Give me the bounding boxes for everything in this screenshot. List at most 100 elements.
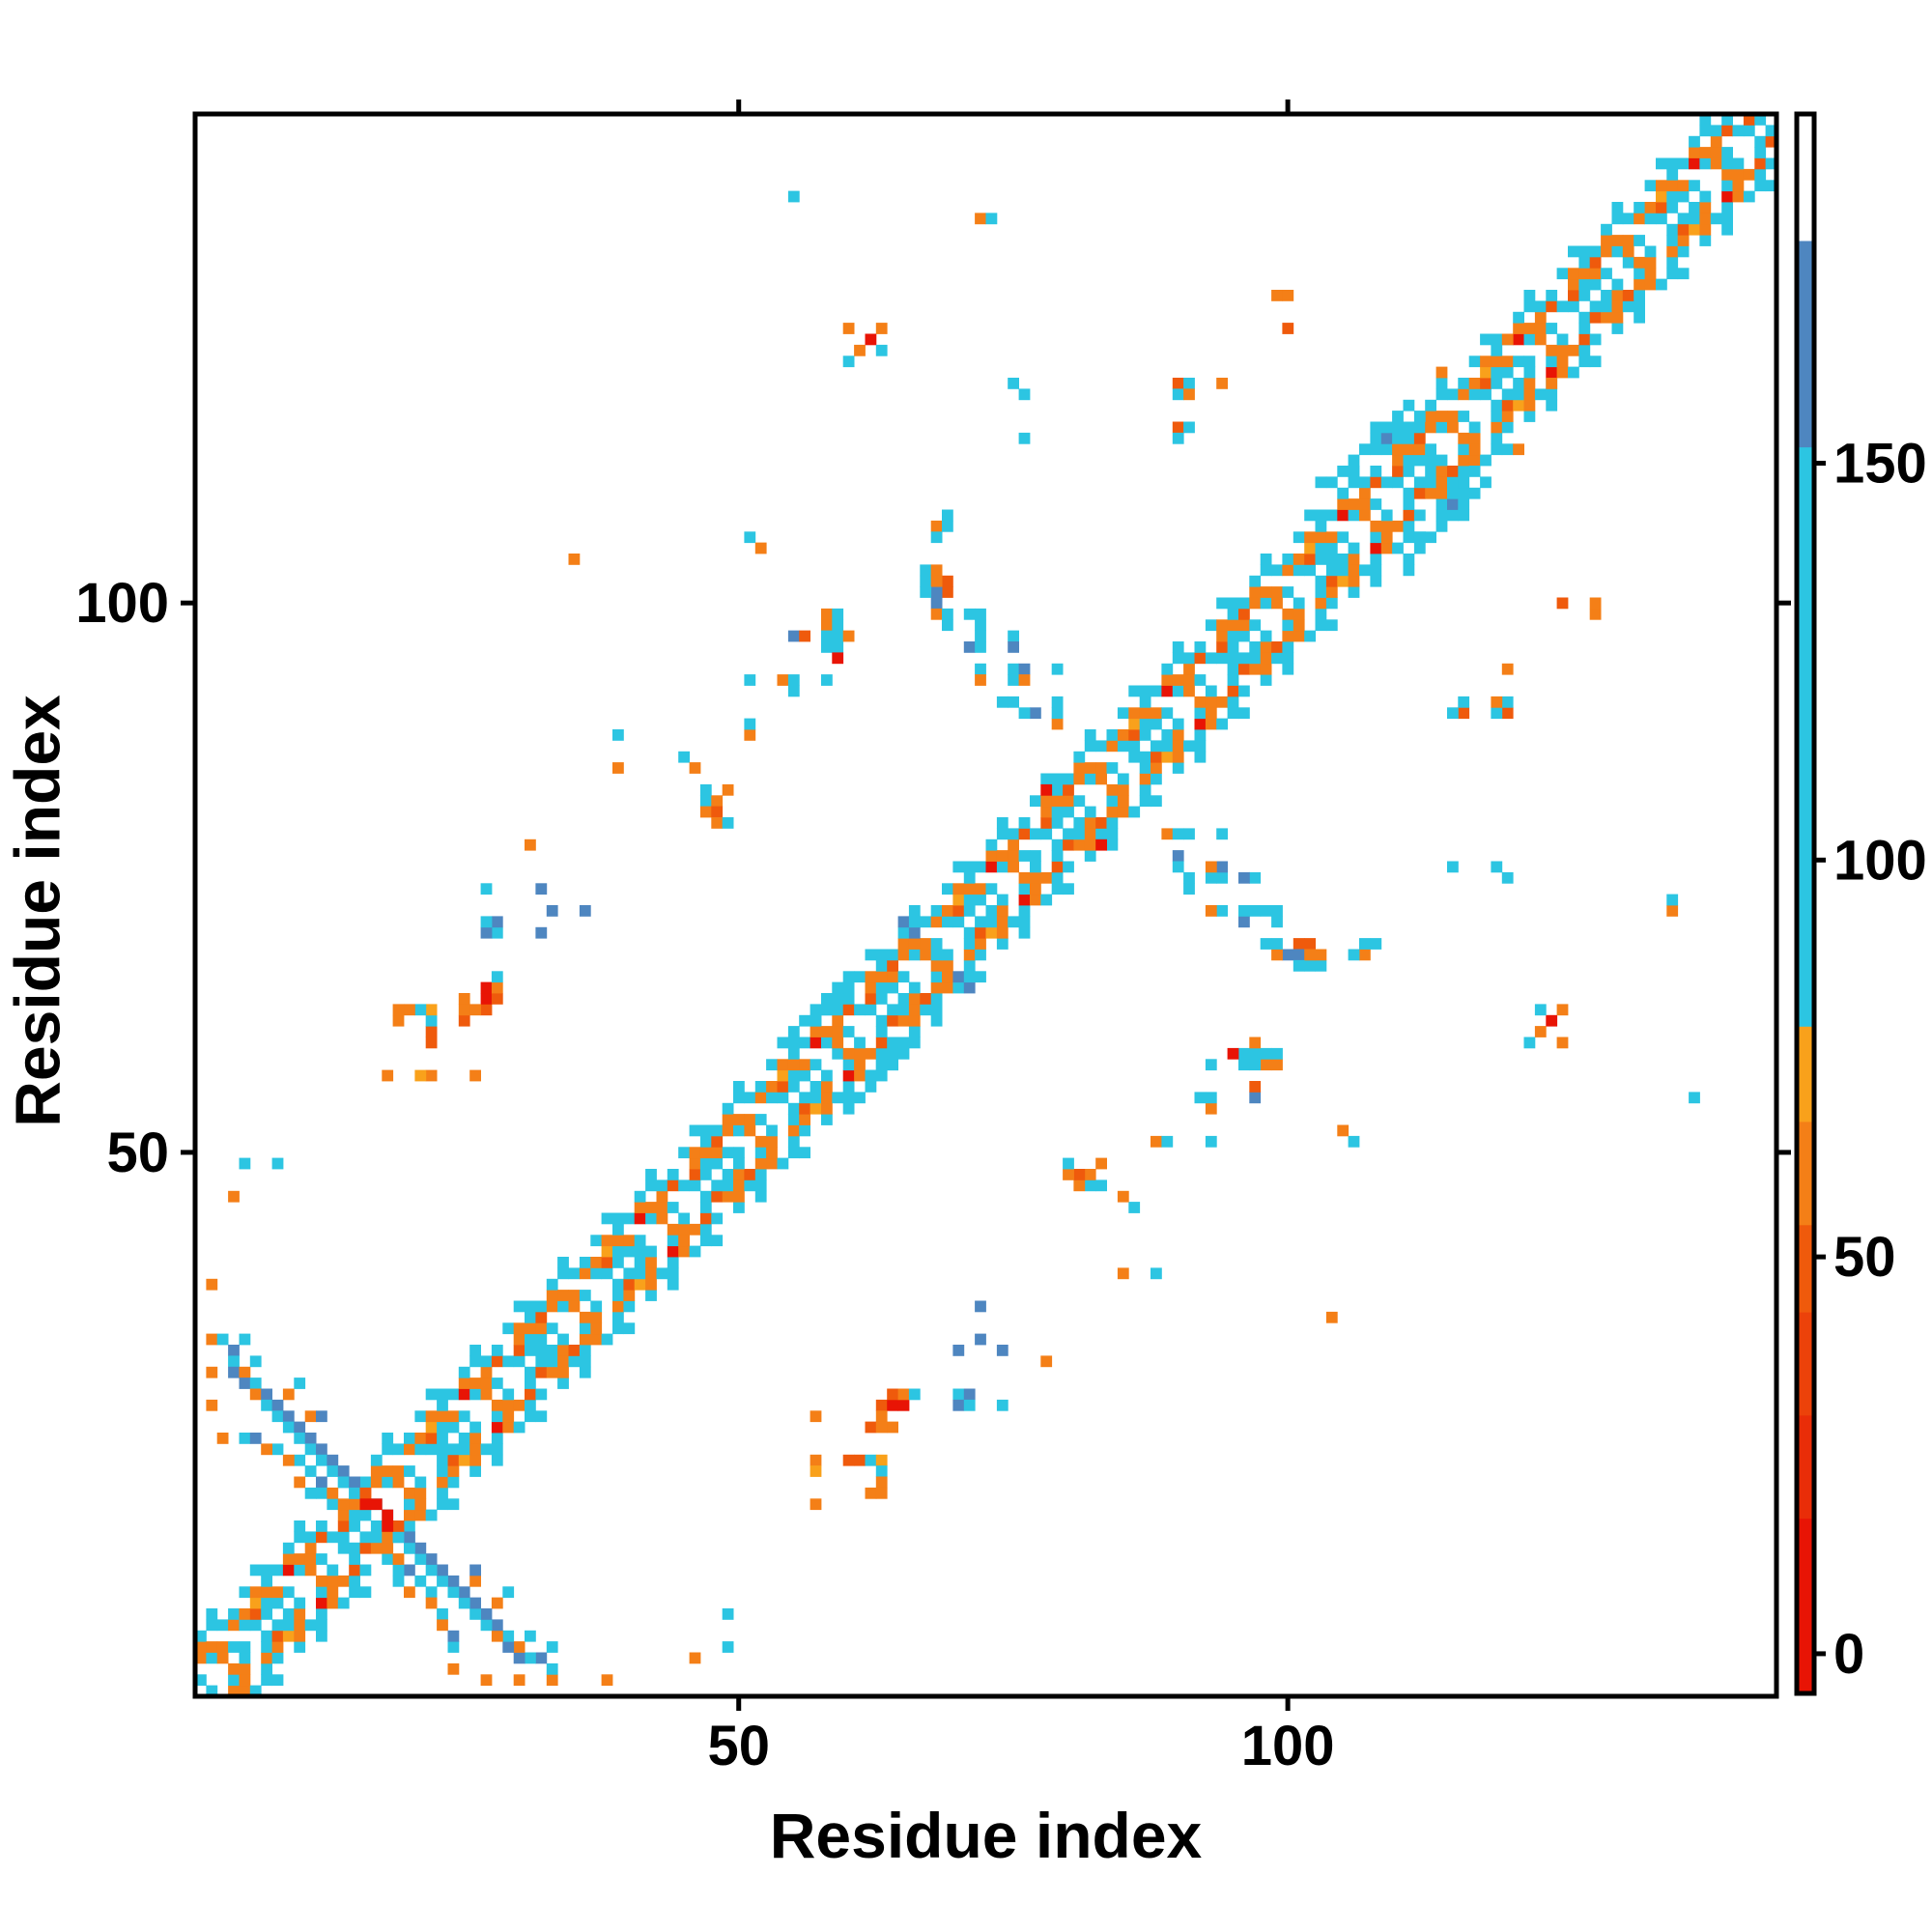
heatmap-cell bbox=[1721, 157, 1733, 170]
heatmap-cell bbox=[1699, 157, 1712, 170]
heatmap-cell bbox=[271, 1586, 284, 1599]
heatmap-cell bbox=[1139, 773, 1151, 785]
heatmap-cell bbox=[887, 949, 898, 961]
heatmap-cell bbox=[1227, 696, 1239, 708]
heatmap-cell bbox=[1403, 466, 1415, 477]
heatmap-cell bbox=[437, 1465, 448, 1477]
heatmap-cell bbox=[1425, 421, 1436, 434]
heatmap-cell bbox=[1040, 817, 1053, 829]
heatmap-cell bbox=[832, 1014, 844, 1027]
heatmap-cell bbox=[1732, 125, 1745, 137]
heatmap-cell bbox=[1370, 520, 1382, 532]
heatmap-cell bbox=[985, 916, 998, 928]
heatmap-cell bbox=[271, 1674, 284, 1687]
heatmap-cell bbox=[1447, 421, 1459, 434]
heatmap-cell bbox=[1634, 311, 1645, 324]
heatmap-cell bbox=[425, 1069, 438, 1082]
heatmap-cell bbox=[930, 949, 943, 961]
heatmap-cell bbox=[1128, 1202, 1141, 1213]
heatmap-cell bbox=[1513, 378, 1524, 389]
heatmap-cell bbox=[349, 1509, 360, 1521]
heatmap-cell bbox=[1380, 531, 1393, 544]
heatmap-cell bbox=[842, 1059, 855, 1071]
heatmap-cell bbox=[382, 1553, 394, 1565]
heatmap-cell bbox=[590, 1311, 603, 1323]
heatmap-cell bbox=[1249, 652, 1262, 665]
heatmap-cell bbox=[447, 1454, 460, 1466]
heatmap-cell bbox=[722, 1169, 734, 1180]
heatmap-cell bbox=[458, 1388, 470, 1401]
heatmap-cell bbox=[392, 1014, 405, 1027]
heatmap-cell bbox=[799, 630, 810, 642]
heatmap-cell bbox=[491, 1421, 503, 1434]
heatmap-cell bbox=[733, 1147, 745, 1159]
heatmap-cell bbox=[1227, 597, 1239, 610]
heatmap-cell bbox=[1030, 861, 1041, 873]
heatmap-cell bbox=[722, 1114, 734, 1125]
heatmap-cell bbox=[887, 1014, 898, 1027]
heatmap-cell bbox=[1491, 344, 1503, 356]
heatmap-cell bbox=[1128, 718, 1141, 730]
heatmap-cell bbox=[1534, 300, 1547, 313]
heatmap-cell bbox=[1238, 608, 1250, 620]
heatmap-cell bbox=[1546, 344, 1558, 356]
heatmap-cell bbox=[1513, 443, 1524, 456]
heatmap-cell bbox=[425, 1004, 438, 1016]
heatmap-cell bbox=[667, 1278, 679, 1291]
heatmap-cell bbox=[1732, 157, 1745, 170]
heatmap-cell bbox=[271, 1652, 284, 1664]
heatmap-cell bbox=[271, 1597, 284, 1609]
heatmap-cell bbox=[228, 1190, 240, 1203]
heatmap-cell bbox=[271, 1399, 284, 1411]
heatmap-cell bbox=[1172, 652, 1184, 665]
heatmap-cell bbox=[842, 323, 855, 334]
heatmap-cell bbox=[1084, 806, 1096, 818]
heatmap-cell bbox=[1348, 564, 1360, 577]
heatmap-cell bbox=[1063, 828, 1074, 840]
heatmap-cell bbox=[1699, 125, 1712, 137]
heatmap-cell bbox=[1008, 828, 1019, 840]
heatmap-cell bbox=[1689, 213, 1700, 225]
heatmap-cell bbox=[206, 1652, 218, 1664]
heatmap-cell bbox=[1666, 235, 1679, 246]
heatmap-cell bbox=[1491, 333, 1503, 346]
heatmap-cell bbox=[282, 1619, 295, 1632]
heatmap-cell bbox=[1458, 707, 1470, 720]
heatmap-cell bbox=[952, 894, 965, 906]
heatmap-cell bbox=[897, 1399, 910, 1411]
heatmap-cell bbox=[754, 1157, 767, 1170]
heatmap-cell bbox=[875, 1069, 888, 1082]
heatmap-cell bbox=[1666, 157, 1679, 170]
heatmap-cell bbox=[261, 1662, 272, 1675]
heatmap-cell bbox=[1458, 411, 1470, 422]
heatmap-cell bbox=[1534, 333, 1547, 346]
heatmap-cell bbox=[404, 1509, 415, 1521]
heatmap-cell bbox=[908, 1004, 921, 1016]
heatmap-cell bbox=[842, 1004, 855, 1016]
heatmap-cell bbox=[985, 905, 998, 917]
heatmap-cell bbox=[985, 926, 998, 939]
heatmap-cell bbox=[491, 981, 503, 994]
heatmap-cell bbox=[557, 1355, 569, 1368]
heatmap-cell bbox=[327, 1564, 339, 1577]
heatmap-cell bbox=[546, 1345, 558, 1356]
heatmap-cell bbox=[1282, 630, 1294, 642]
heatmap-cell bbox=[1260, 630, 1272, 642]
heatmap-cell bbox=[842, 971, 855, 983]
heatmap-cell bbox=[1128, 740, 1141, 753]
heatmap-cell bbox=[1578, 355, 1591, 368]
heatmap-cell bbox=[1249, 663, 1262, 675]
heatmap-cell bbox=[1468, 355, 1481, 368]
heatmap-cell bbox=[1238, 619, 1250, 632]
heatmap-cell bbox=[1260, 564, 1272, 577]
heatmap-cell bbox=[1117, 707, 1129, 720]
heatmap-cell bbox=[601, 1674, 613, 1687]
heatmap-cell bbox=[382, 1465, 394, 1477]
heatmap-cell bbox=[1216, 861, 1228, 873]
heatmap-cell bbox=[294, 1608, 306, 1620]
heatmap-cell bbox=[1413, 454, 1426, 467]
heatmap-cell bbox=[1205, 619, 1217, 632]
heatmap-cell bbox=[1666, 180, 1679, 192]
heatmap-cell bbox=[1556, 268, 1569, 280]
heatmap-cell bbox=[930, 916, 943, 928]
